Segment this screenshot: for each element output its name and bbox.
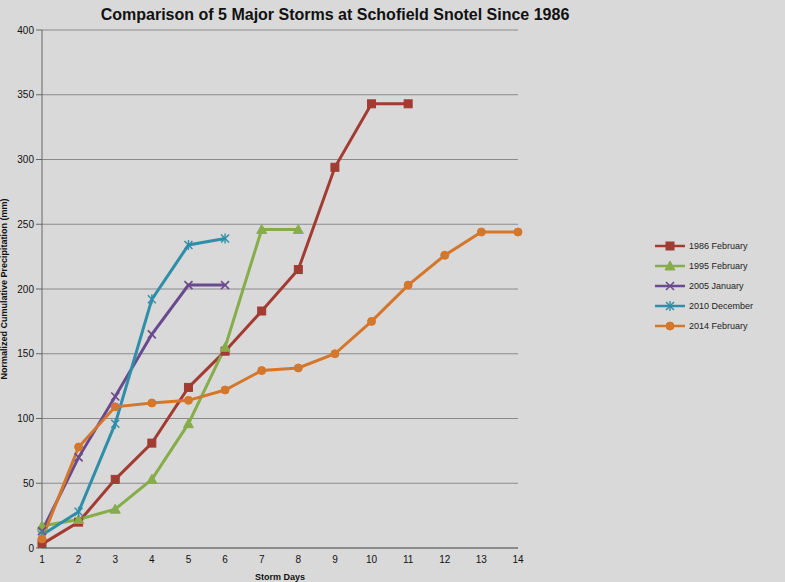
svg-text:400: 400 (17, 25, 34, 36)
html-text:Comparison of 5 Major Storms a: Comparison of 5 Major Storms at Schofiel… (100, 6, 570, 23)
svg-text:5: 5 (186, 554, 192, 565)
html-text:2005 January: 2005 January (689, 281, 744, 291)
svg-text:0: 0 (28, 543, 34, 554)
html-text:1986 February: 1986 February (689, 241, 748, 251)
svg-text:300: 300 (17, 154, 34, 165)
svg-text:200: 200 (17, 284, 34, 295)
svg-text:Storm Days: Storm Days (255, 572, 305, 582)
svg-text:50: 50 (23, 478, 35, 489)
svg-text:Normalized Cumulative Precipit: Normalized Cumulative Precipitation (mm) (0, 198, 9, 379)
svg-text:6: 6 (222, 554, 228, 565)
svg-text:4: 4 (149, 554, 155, 565)
svg-text:250: 250 (17, 219, 34, 230)
svg-text:11: 11 (403, 554, 414, 565)
svg-text:7: 7 (259, 554, 265, 565)
html-text:2010 December: 2010 December (689, 301, 753, 311)
svg-text:8: 8 (296, 554, 302, 565)
svg-text:3: 3 (112, 554, 118, 565)
svg-text:2: 2 (76, 554, 82, 565)
svg-text:1: 1 (39, 554, 45, 565)
svg-text:13: 13 (476, 554, 488, 565)
svg-text:9: 9 (332, 554, 338, 565)
svg-text:10: 10 (366, 554, 378, 565)
svg-text:350: 350 (17, 89, 34, 100)
svg-text:14: 14 (512, 554, 524, 565)
svg-text:150: 150 (17, 348, 34, 359)
svg-text:100: 100 (17, 413, 34, 424)
html-text:2014 February: 2014 February (689, 321, 748, 331)
html-text:1995 February: 1995 February (689, 261, 748, 271)
svg-text:12: 12 (439, 554, 451, 565)
